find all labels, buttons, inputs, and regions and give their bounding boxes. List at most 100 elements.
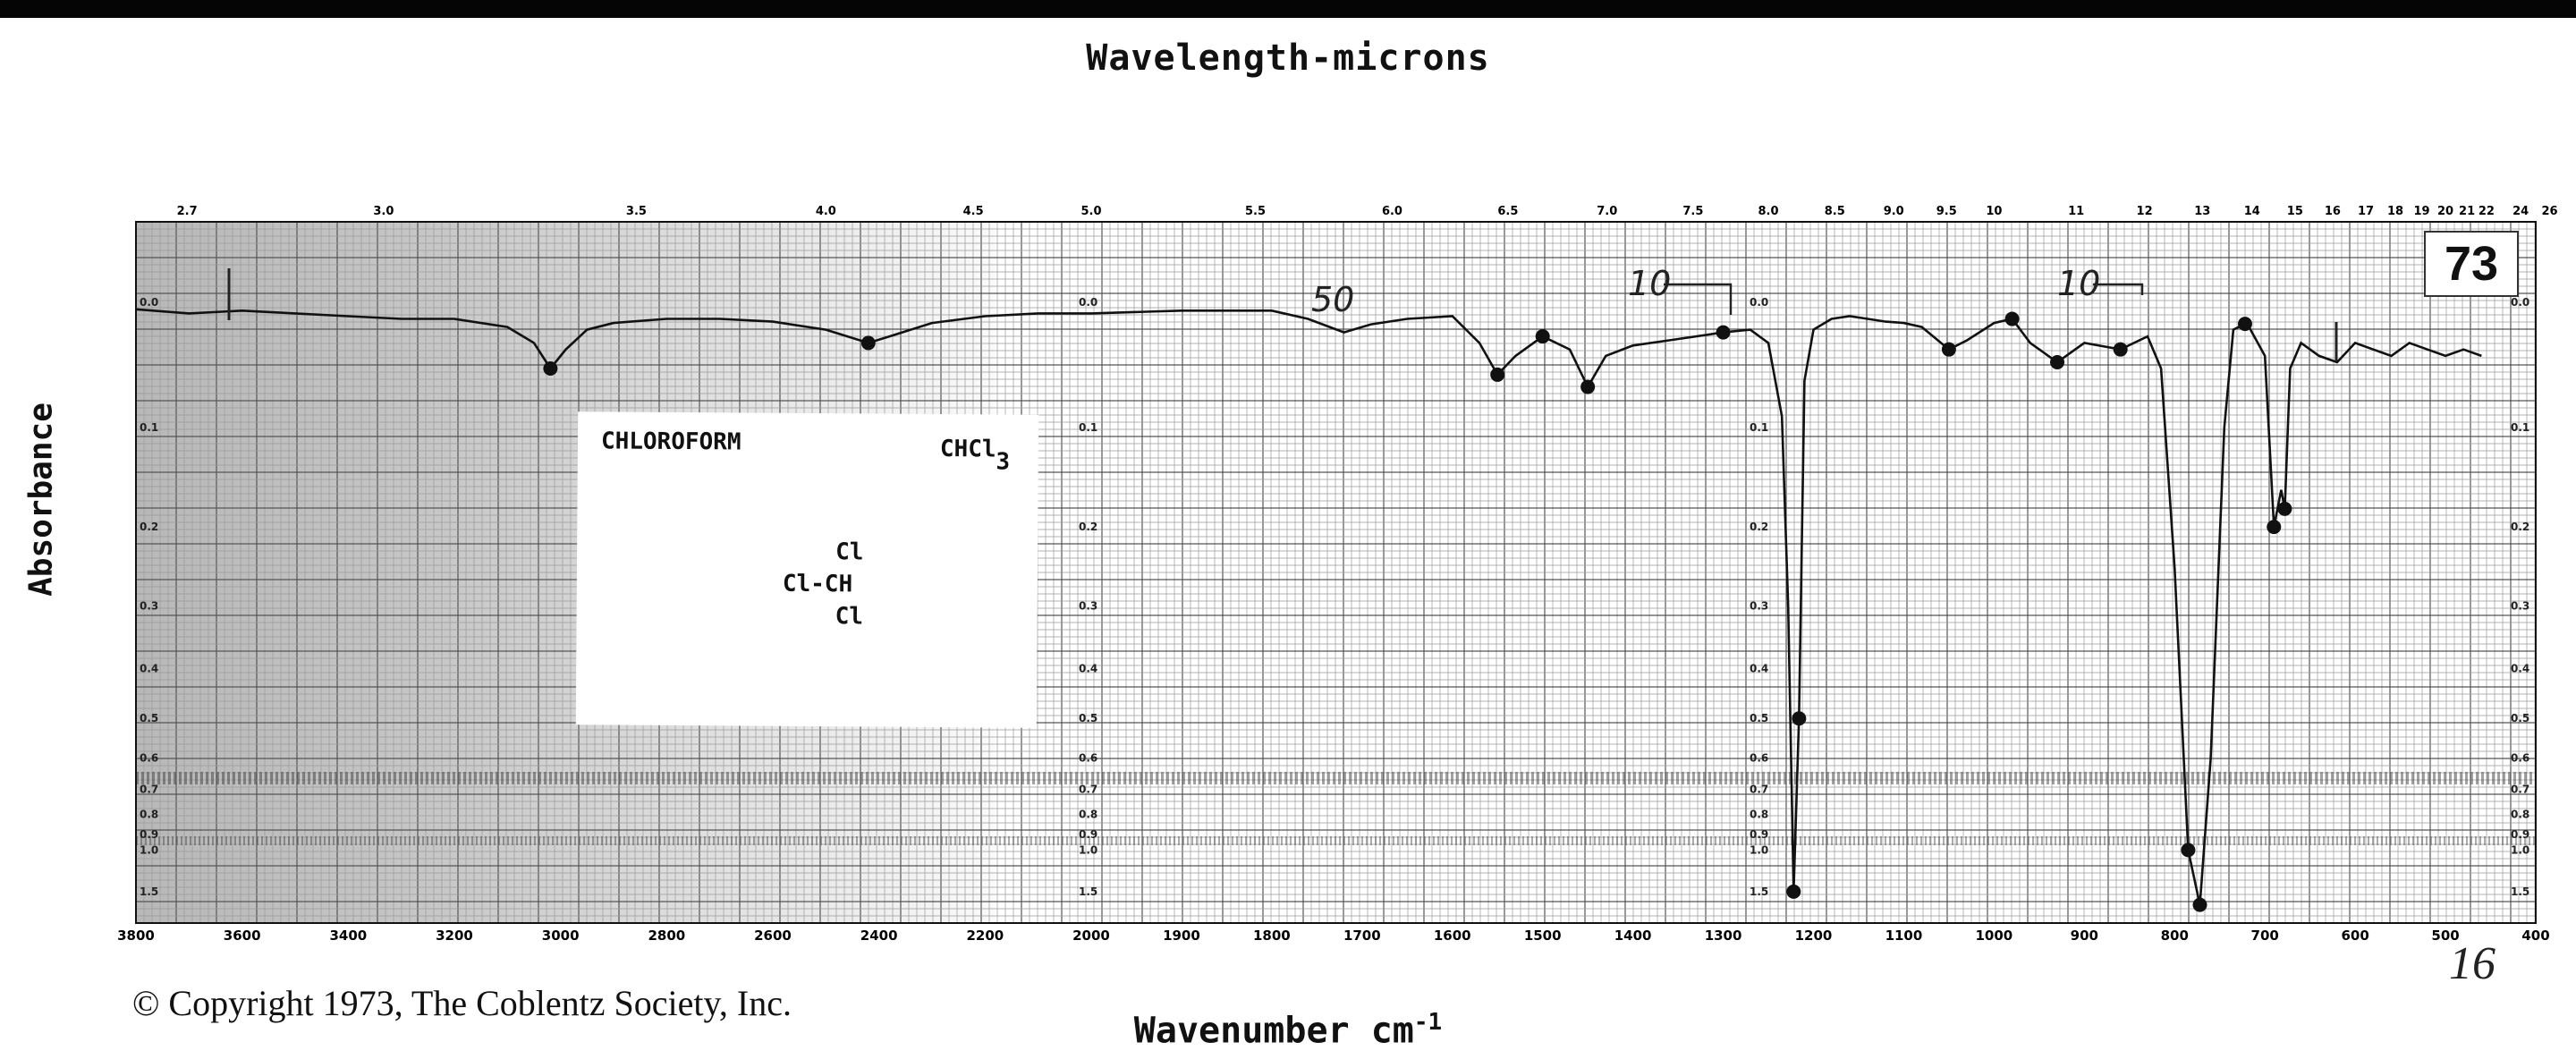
peak-mark xyxy=(1580,379,1596,394)
micron-tick-label: 4.0 xyxy=(816,205,836,218)
wavenumber-tick-label: 1300 xyxy=(1705,928,1742,944)
wavenumber-tick-label: 1200 xyxy=(1795,928,1833,944)
micron-tick-label: 17 xyxy=(2358,205,2374,218)
absorbance-tick-label: 0.1 xyxy=(1750,421,1768,434)
peak-mark xyxy=(2277,501,2292,516)
absorbance-tick-label: 0.6 xyxy=(2511,752,2529,765)
wavenumber-tick-label: 1600 xyxy=(1434,928,1471,944)
micron-tick-label: 7.5 xyxy=(1682,205,1703,218)
micron-tick-label: 22 xyxy=(2479,205,2495,218)
wavenumber-tick-label: 1800 xyxy=(1253,928,1291,944)
absorbance-tick-label: 0.8 xyxy=(2511,809,2529,821)
micron-tick-label: 2.7 xyxy=(177,205,198,218)
peak-mark xyxy=(1786,884,1801,899)
micron-tick-label: 9.0 xyxy=(1884,205,1904,218)
peak-mark xyxy=(2237,317,2252,332)
absorbance-tick-label: 0.4 xyxy=(1079,663,1097,675)
absorbance-tick-label: 0.2 xyxy=(140,521,158,533)
micron-tick-label: 15 xyxy=(2287,205,2303,218)
wavenumber-tick-label: 800 xyxy=(2161,928,2189,944)
spectrum-number-badge: 73 xyxy=(2424,231,2519,297)
absorbance-tick-label: 1.5 xyxy=(1750,885,1768,898)
absorbance-tick-label: 0.8 xyxy=(140,809,158,821)
structure-bottom-atom: Cl xyxy=(835,603,864,631)
peak-mark xyxy=(2113,342,2128,357)
micron-tick-label: 12 xyxy=(2137,205,2153,218)
absorbance-tick-label: 0.5 xyxy=(1079,712,1097,724)
wavenumber-tick-label: 1700 xyxy=(1343,928,1381,944)
micron-tick-label: 5.5 xyxy=(1245,205,1266,218)
micron-tick-label: 8.5 xyxy=(1825,205,1845,218)
micron-tick-label: 6.5 xyxy=(1497,205,1518,218)
absorbance-tick-label: 0.6 xyxy=(140,752,158,765)
absorbance-tick-label: 0.8 xyxy=(1750,809,1768,821)
wavenumber-tick-label: 2600 xyxy=(754,928,792,944)
handwritten-bracket xyxy=(2093,283,2144,295)
absorbance-tick-label: 1.0 xyxy=(140,843,158,856)
peak-mark xyxy=(860,335,876,351)
wavenumber-title-text: Wavenumber cm xyxy=(1133,1010,1414,1052)
peak-mark xyxy=(1716,325,1731,340)
micron-tick-label: 16 xyxy=(2325,205,2341,218)
micron-tick-label: 8.0 xyxy=(1758,205,1779,218)
handwritten-page-number: 16 xyxy=(2449,938,2496,989)
micron-tick-labels: 2.7 3.0 3.5 4.0 4.5 5.0 5.5 6.0 6.5 7.0 7.5 8.0 8.5 9… xyxy=(177,205,2558,218)
absorbance-tick-label: 0.5 xyxy=(140,712,158,724)
peak-mark xyxy=(1941,342,1956,357)
micron-tick-label: 3.0 xyxy=(373,205,394,218)
wavenumber-tick-label: 3600 xyxy=(224,928,261,944)
absorbance-tick-label: 0.0 xyxy=(140,296,158,309)
absorbance-tick-label: 0.3 xyxy=(1079,599,1097,612)
micron-tick-label: 5.0 xyxy=(1080,205,1101,218)
wavenumber-tick-label: 2800 xyxy=(648,928,685,944)
absorbance-tick-label: 0.6 xyxy=(1079,752,1097,765)
micron-tick-label: 4.5 xyxy=(963,205,984,218)
chart-frame xyxy=(135,221,2537,924)
absorbance-tick-label: 0.9 xyxy=(2511,828,2529,841)
top-black-bar xyxy=(0,0,2576,18)
absorbance-tick-label: 0.7 xyxy=(1750,784,1768,796)
absorbance-tick-label: 1.5 xyxy=(2511,885,2529,898)
wavenumber-tick-label: 3000 xyxy=(542,928,580,944)
absorbance-tick-label: 0.9 xyxy=(1750,828,1768,841)
micron-tick-label: 11 xyxy=(2068,205,2084,218)
absorbance-tick-label: 0.0 xyxy=(1750,296,1768,309)
absorbance-tick-label: 1.0 xyxy=(2511,843,2529,856)
absorbance-tick-label: 1.0 xyxy=(1750,843,1768,856)
micron-tick-label: 10 xyxy=(1986,205,2002,218)
wavenumber-tick-label: 3200 xyxy=(436,928,473,944)
absorbance-tick-label: 0.1 xyxy=(1079,421,1097,434)
peak-mark xyxy=(1792,711,1807,726)
copyright-notice: © Copyright 1973, The Coblentz Society, … xyxy=(132,983,792,1023)
wavenumber-tick-label: 1500 xyxy=(1524,928,1562,944)
wavenumber-tick-label: 2400 xyxy=(860,928,898,944)
peak-mark xyxy=(2004,311,2020,326)
handwritten-bracket xyxy=(1664,283,1733,315)
peak-mark xyxy=(543,360,558,376)
absorbance-tick-label: 1.0 xyxy=(1079,843,1097,856)
micron-tick-label: 9.5 xyxy=(1936,205,1957,218)
micron-tick-label: 26 xyxy=(2541,205,2557,218)
micron-tick-label: 13 xyxy=(2194,205,2210,218)
compound-label-card: CHLOROFORM CHCl3 Cl Cl-CH Cl xyxy=(575,411,1039,728)
wavenumber-tick-label: 600 xyxy=(2341,928,2368,944)
absorbance-tick-label: 0.4 xyxy=(2511,663,2529,675)
absorbance-tick-label: 0.1 xyxy=(140,421,158,434)
micron-tick-label: 3.5 xyxy=(626,205,647,218)
absorbance-tick-label: 0.0 xyxy=(2511,296,2529,309)
absorbance-tick-label: 0.3 xyxy=(140,599,158,612)
wavenumber-tick-label: 1100 xyxy=(1885,928,1923,944)
wavelength-axis-title: Wavelength-microns xyxy=(1086,38,1490,79)
wavenumber-title-exponent: -1 xyxy=(1413,1009,1443,1036)
absorbance-tick-label: 0.7 xyxy=(140,784,158,796)
wavenumber-tick-label: 900 xyxy=(2071,928,2098,944)
wavenumber-axis-title: Wavenumber cm-1 xyxy=(0,1009,2576,1051)
absorbance-tick-label: 0.9 xyxy=(1079,828,1097,841)
absorbance-tick-label: 0.6 xyxy=(1750,752,1768,765)
absorbance-tick-label: 0.7 xyxy=(1079,784,1097,796)
absorbance-tick-label: 0.0 xyxy=(1079,296,1097,309)
micron-tick-label: 6.0 xyxy=(1382,205,1402,218)
wavenumber-tick-label: 700 xyxy=(2251,928,2279,944)
micron-tick-label: 20 xyxy=(2437,205,2453,218)
